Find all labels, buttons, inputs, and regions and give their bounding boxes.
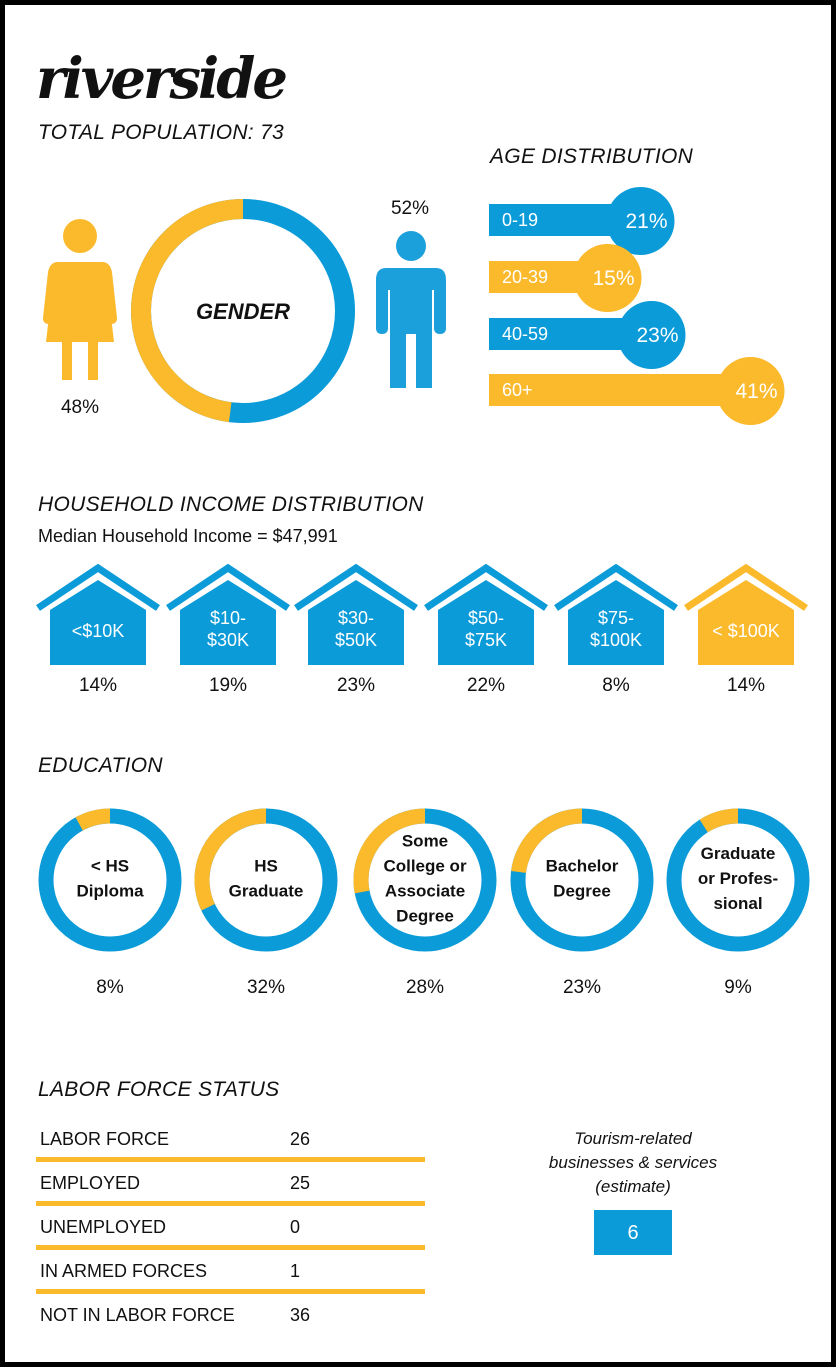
- age-category-label: 40-59: [502, 324, 548, 344]
- education-category-label: Some College or Associate Degree: [383, 832, 467, 926]
- age-bubble-60+: [716, 357, 785, 425]
- house-roof: [36, 563, 160, 611]
- house-roof: [424, 563, 548, 611]
- education-value-label: 23%: [563, 977, 601, 998]
- labor-row-divider: [36, 1201, 425, 1206]
- man-icon: [376, 231, 446, 388]
- education-category-label: Graduate or Profes-sional: [698, 844, 778, 913]
- education-category-label: < HS Diploma: [76, 857, 144, 901]
- income-category-label: $30-$50K: [335, 608, 377, 650]
- tourism-value: 6: [627, 1222, 638, 1244]
- education-donut-blue-arc: [38, 808, 182, 952]
- age-bar-60+: [489, 374, 751, 406]
- education-value-label: 8%: [96, 977, 124, 998]
- age-bubble-0-19: [606, 187, 675, 255]
- labor-row-label: IN ARMED FORCES: [40, 1261, 207, 1281]
- labor-row-value: 1: [290, 1261, 300, 1281]
- house-icon: [166, 563, 290, 665]
- education-value-label: 32%: [247, 977, 285, 998]
- education-category-label: Bachelor Degree: [546, 857, 619, 901]
- age-category-label: 60+: [502, 380, 533, 400]
- labor-row-divider: [36, 1245, 425, 1250]
- house-icon: [684, 563, 808, 665]
- age-category-label: 0-19: [502, 210, 538, 230]
- income-value-label: 19%: [209, 675, 247, 696]
- labor-row-value: 25: [290, 1173, 310, 1193]
- house-roof: [166, 563, 290, 611]
- house-icon: [36, 563, 160, 665]
- education-title: EDUCATION: [38, 754, 163, 777]
- income-category-label: $75-$100K: [590, 608, 642, 650]
- labor-row-label: LABOR FORCE: [40, 1129, 169, 1149]
- age-value-label: 23%: [636, 324, 678, 347]
- labor-row-divider: [36, 1289, 425, 1294]
- education-category-label: HS Graduate: [229, 857, 304, 901]
- labor-row-label: UNEMPLOYED: [40, 1217, 166, 1237]
- man-body: [376, 268, 446, 388]
- house-body: [698, 580, 794, 665]
- house-icon: [554, 563, 678, 665]
- age-bubble-20-39: [573, 244, 642, 312]
- house-icon: [294, 563, 418, 665]
- labor-row-value: 26: [290, 1129, 310, 1149]
- income-value-label: 8%: [602, 675, 630, 696]
- house-roof: [684, 563, 808, 611]
- income-value-label: 14%: [79, 675, 117, 696]
- income-category-label: $50-$75K: [465, 608, 507, 650]
- education-donut-yellow-arc: [511, 808, 583, 874]
- education-donut-yellow-arc: [353, 808, 426, 894]
- female-pct: 48%: [61, 397, 99, 418]
- tourism-value-box: [594, 1210, 672, 1255]
- income-category-label: $10-$30K: [207, 608, 249, 650]
- income-value-label: 22%: [467, 675, 505, 696]
- house-body: [50, 580, 146, 665]
- man-head: [396, 231, 426, 261]
- age-value-label: 15%: [592, 267, 634, 290]
- labor-title: LABOR FORCE STATUS: [38, 1078, 280, 1101]
- house-body: [180, 580, 276, 665]
- age-value-label: 41%: [735, 380, 777, 403]
- age-value-label: 21%: [625, 210, 667, 233]
- woman-icon: [43, 219, 117, 380]
- education-value-label: 9%: [724, 977, 752, 998]
- woman-body: [43, 262, 117, 380]
- house-icon: [424, 563, 548, 665]
- education-value-label: 28%: [406, 977, 444, 998]
- tourism-label: Tourism-related businesses & services (est…: [549, 1129, 718, 1196]
- labor-row-value: 0: [290, 1217, 300, 1237]
- male-pct: 52%: [391, 198, 429, 219]
- woman-head: [63, 219, 97, 253]
- income-category-label: < $100K: [712, 621, 780, 641]
- labor-row-divider: [36, 1157, 425, 1162]
- income-value-label: 23%: [337, 675, 375, 696]
- house-roof: [294, 563, 418, 611]
- income-title: HOUSEHOLD INCOME DISTRIBUTION: [38, 493, 424, 516]
- income-value-label: 14%: [727, 675, 765, 696]
- education-donut-yellow-arc: [194, 808, 267, 911]
- age-category-label: 20-39: [502, 267, 548, 287]
- age-bubble-40-59: [617, 301, 686, 369]
- income-subtitle: Median Household Income = $47,991: [38, 526, 338, 546]
- house-roof: [554, 563, 678, 611]
- income-category-label: <$10K: [72, 621, 125, 641]
- education-donut-yellow-arc: [699, 808, 739, 833]
- labor-row-value: 36: [290, 1305, 310, 1325]
- gender-donut-yellow-arc: [131, 199, 244, 423]
- labor-row-label: NOT IN LABOR FORCE: [40, 1305, 235, 1325]
- age-title: AGE DISTRIBUTION: [490, 145, 694, 168]
- education-donut-yellow-arc: [75, 808, 111, 831]
- page-title: riverside: [36, 46, 288, 112]
- house-body: [568, 580, 664, 665]
- gender-label: GENDER: [196, 299, 290, 324]
- labor-row-label: EMPLOYED: [40, 1173, 140, 1193]
- total-population: TOTAL POPULATION: 73: [38, 121, 285, 144]
- house-body: [308, 580, 404, 665]
- house-body: [438, 580, 534, 665]
